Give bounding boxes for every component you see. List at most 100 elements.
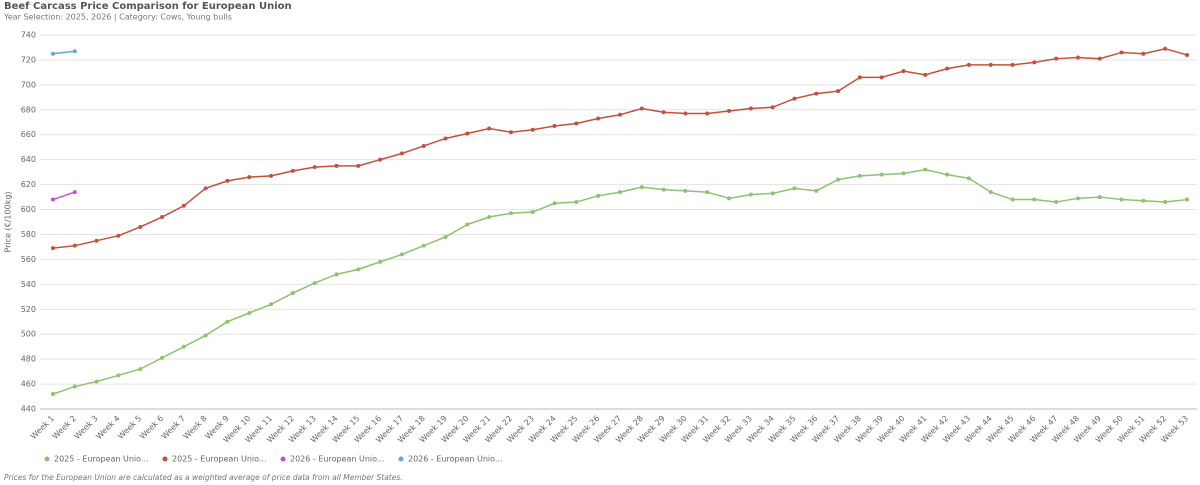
point bbox=[378, 259, 383, 264]
point bbox=[988, 190, 993, 195]
point bbox=[203, 186, 208, 191]
point bbox=[399, 252, 404, 257]
point bbox=[72, 384, 77, 389]
point bbox=[72, 190, 77, 195]
point bbox=[857, 173, 862, 178]
point bbox=[356, 267, 361, 272]
point bbox=[1054, 56, 1059, 61]
point bbox=[901, 171, 906, 176]
point bbox=[487, 126, 492, 131]
point bbox=[247, 175, 252, 180]
point bbox=[181, 203, 186, 208]
point bbox=[51, 392, 55, 397]
legend-label: 2025 - European Unio... bbox=[54, 455, 149, 464]
point bbox=[618, 190, 622, 195]
point bbox=[748, 192, 753, 197]
point bbox=[1119, 197, 1124, 202]
y-tick-label: 700 bbox=[21, 80, 36, 89]
point bbox=[923, 167, 928, 172]
point bbox=[727, 196, 732, 201]
point bbox=[421, 243, 426, 248]
point bbox=[836, 89, 841, 94]
point bbox=[945, 172, 950, 177]
point bbox=[72, 49, 77, 54]
point bbox=[814, 188, 819, 193]
y-tick-label: 560 bbox=[21, 255, 36, 264]
point bbox=[945, 66, 950, 71]
point bbox=[901, 69, 906, 74]
y-tick-label: 520 bbox=[21, 305, 36, 314]
y-tick-label: 680 bbox=[21, 105, 36, 114]
point bbox=[770, 191, 775, 196]
y-tick-label: 640 bbox=[21, 155, 36, 164]
point bbox=[792, 186, 797, 191]
legend-label: 2025 - European Unio... bbox=[172, 455, 267, 464]
point bbox=[1075, 55, 1080, 60]
y-tick-label: 460 bbox=[21, 380, 36, 389]
point bbox=[138, 224, 143, 229]
point bbox=[857, 75, 862, 80]
legend-label: 2026 - European Unio... bbox=[290, 455, 385, 464]
point bbox=[814, 91, 819, 96]
legend-swatch bbox=[162, 456, 168, 462]
point bbox=[639, 185, 644, 190]
series-line bbox=[52, 191, 76, 201]
point bbox=[1119, 50, 1124, 55]
point bbox=[1010, 197, 1015, 202]
point bbox=[334, 272, 339, 277]
y-axis-label: Price (€/100kg) bbox=[4, 191, 13, 252]
series-line bbox=[52, 47, 1188, 249]
point bbox=[399, 151, 404, 156]
point bbox=[1185, 197, 1189, 202]
legend-swatch bbox=[280, 456, 286, 462]
point bbox=[312, 281, 317, 286]
point bbox=[683, 111, 688, 116]
point bbox=[988, 62, 993, 67]
point bbox=[1141, 51, 1146, 56]
point bbox=[508, 211, 513, 216]
point bbox=[160, 215, 165, 220]
y-tick-label: 580 bbox=[21, 230, 36, 239]
point bbox=[574, 121, 579, 126]
point bbox=[378, 157, 383, 162]
y-tick-label: 660 bbox=[21, 130, 36, 139]
point bbox=[51, 197, 55, 202]
point bbox=[508, 130, 513, 135]
point bbox=[247, 311, 252, 316]
point bbox=[770, 105, 775, 110]
y-tick-label: 600 bbox=[21, 205, 36, 214]
point bbox=[225, 178, 230, 183]
footnote: Prices for the European Union are calcul… bbox=[4, 473, 403, 482]
point bbox=[966, 62, 971, 67]
point bbox=[596, 193, 601, 198]
point bbox=[269, 173, 274, 178]
point bbox=[1163, 200, 1168, 205]
y-tick-label: 440 bbox=[21, 405, 36, 414]
point bbox=[661, 110, 666, 115]
point bbox=[1185, 52, 1189, 57]
point bbox=[1163, 46, 1168, 51]
point bbox=[1097, 195, 1102, 200]
point bbox=[1054, 200, 1059, 205]
point bbox=[879, 75, 884, 80]
point bbox=[1032, 60, 1037, 65]
point bbox=[1097, 56, 1102, 61]
point bbox=[748, 106, 753, 111]
point bbox=[465, 222, 470, 227]
point bbox=[160, 355, 165, 360]
point bbox=[552, 124, 557, 129]
series-line bbox=[52, 50, 75, 55]
point bbox=[290, 291, 295, 296]
point bbox=[94, 379, 99, 384]
point bbox=[792, 96, 797, 101]
point bbox=[661, 187, 666, 192]
point bbox=[225, 319, 230, 324]
point bbox=[618, 112, 622, 117]
legend-label: 2026 - European Unio... bbox=[408, 455, 503, 464]
point bbox=[312, 165, 317, 170]
point bbox=[181, 344, 186, 349]
legend-swatch bbox=[398, 456, 404, 462]
chart-subtitle: Year Selection: 2025, 2026 | Category: C… bbox=[3, 13, 232, 22]
point bbox=[705, 190, 710, 195]
